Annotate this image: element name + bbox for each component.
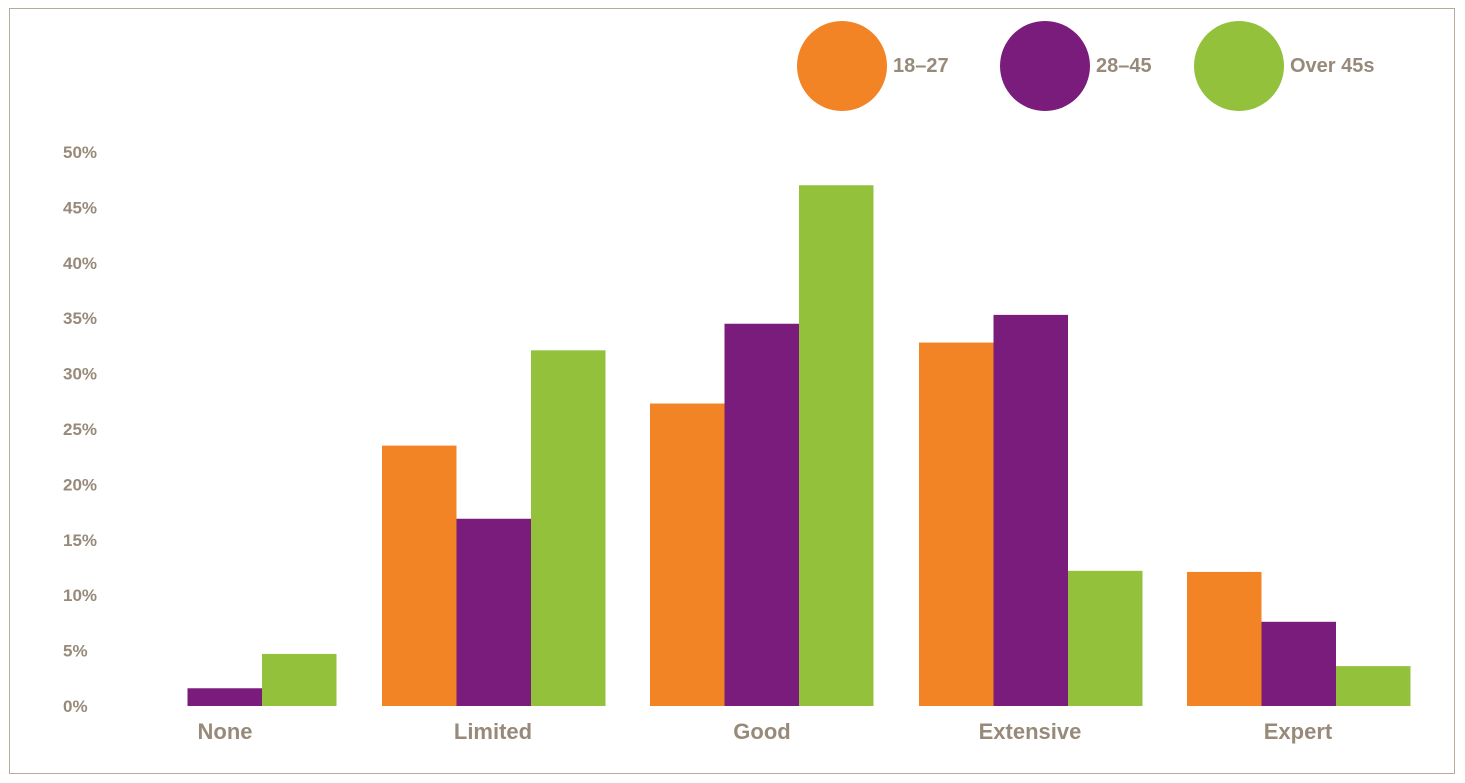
bar-good-over-45s: [799, 185, 874, 706]
bars: [188, 185, 1411, 706]
y-tick-label: 10%: [63, 586, 97, 605]
bar-extensive-over-45s: [1068, 571, 1143, 706]
y-tick-label: 25%: [63, 420, 97, 439]
y-axis-ticks: 0% 5% 10% 15% 20% 25% 30% 35% 40% 45% 50%: [63, 143, 97, 716]
y-tick-label: 15%: [63, 531, 97, 550]
x-tick-label-none: None: [198, 719, 253, 744]
bar-limited-18-27: [382, 446, 457, 706]
y-tick-label: 40%: [63, 254, 97, 273]
x-tick-label-extensive: Extensive: [979, 719, 1082, 744]
x-axis-ticks: None Limited Good Extensive Expert: [198, 719, 1333, 744]
bar-limited-28-45: [457, 519, 532, 706]
x-tick-label-limited: Limited: [454, 719, 532, 744]
bar-expert-28-45: [1262, 622, 1337, 706]
bar-limited-over-45s: [531, 350, 606, 706]
y-tick-label: 20%: [63, 475, 97, 494]
x-tick-label-good: Good: [733, 719, 790, 744]
bar-none-over-45s: [262, 654, 337, 706]
bar-expert-over-45s: [1336, 666, 1411, 706]
bar-none-28-45: [188, 688, 263, 706]
y-tick-label: 50%: [63, 143, 97, 162]
y-tick-label: 30%: [63, 365, 97, 384]
bar-extensive-18-27: [919, 343, 994, 706]
bar-good-28-45: [725, 324, 800, 706]
y-tick-label: 45%: [63, 198, 97, 217]
bar-extensive-28-45: [994, 315, 1069, 706]
y-tick-label: 5%: [63, 642, 88, 661]
bar-good-18-27: [650, 404, 725, 706]
y-tick-label: 0%: [63, 697, 88, 716]
y-tick-label: 35%: [63, 309, 97, 328]
x-tick-label-expert: Expert: [1264, 719, 1333, 744]
bar-expert-18-27: [1187, 572, 1262, 706]
